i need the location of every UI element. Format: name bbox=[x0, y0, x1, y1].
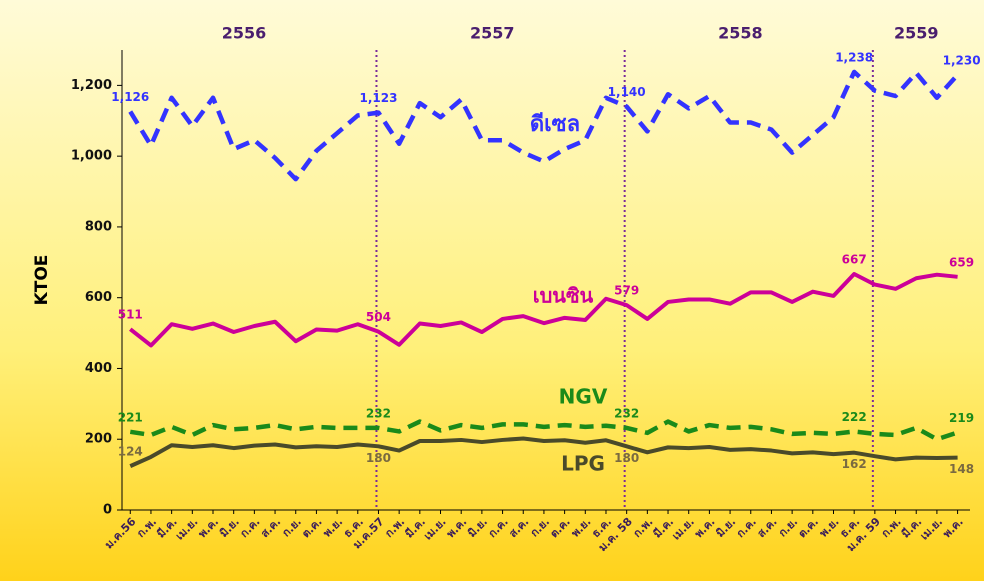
data-label: 221 bbox=[118, 410, 143, 424]
data-label: 579 bbox=[614, 284, 639, 298]
data-label: 148 bbox=[949, 462, 974, 476]
y-tick-label: 1,200 bbox=[71, 78, 112, 93]
y-axis-label: KTOE bbox=[32, 255, 52, 306]
data-label: 232 bbox=[366, 406, 391, 420]
year-label: 2556 bbox=[222, 24, 267, 43]
data-label: 162 bbox=[842, 457, 867, 471]
data-label: 180 bbox=[366, 451, 391, 465]
year-label: 2557 bbox=[470, 24, 515, 43]
year-label: 2558 bbox=[718, 24, 763, 43]
data-label: 1,230 bbox=[943, 53, 981, 67]
y-tick-label: 200 bbox=[85, 432, 112, 447]
y-tick-label: 400 bbox=[85, 361, 112, 376]
series-line bbox=[129, 419, 959, 442]
y-tick-label: 0 bbox=[103, 503, 112, 518]
series-name: LPG bbox=[561, 452, 605, 476]
data-label: 219 bbox=[949, 411, 974, 425]
y-tick-label: 600 bbox=[85, 290, 112, 305]
data-label: 1,140 bbox=[608, 85, 646, 99]
series-name: ดีเซล bbox=[530, 112, 580, 137]
series-line bbox=[129, 271, 958, 348]
series-name: เบนซิน bbox=[533, 284, 594, 308]
data-label: 1,123 bbox=[359, 91, 397, 105]
series-line bbox=[129, 436, 958, 468]
data-label: 1,126 bbox=[111, 90, 149, 104]
data-label: 180 bbox=[614, 451, 639, 465]
data-label: 232 bbox=[614, 406, 639, 420]
series-line bbox=[128, 69, 960, 182]
data-label: 222 bbox=[842, 410, 867, 424]
data-label: 667 bbox=[842, 252, 867, 266]
year-label: 2559 bbox=[894, 24, 939, 43]
data-label: 659 bbox=[949, 255, 974, 269]
data-label: 511 bbox=[118, 308, 143, 322]
data-label: 124 bbox=[118, 445, 143, 459]
y-tick-label: 1,000 bbox=[71, 149, 112, 164]
data-label: 1,238 bbox=[835, 50, 873, 64]
data-label: 504 bbox=[366, 310, 391, 324]
y-tick-label: 800 bbox=[85, 219, 112, 234]
series-name: NGV bbox=[559, 385, 608, 409]
